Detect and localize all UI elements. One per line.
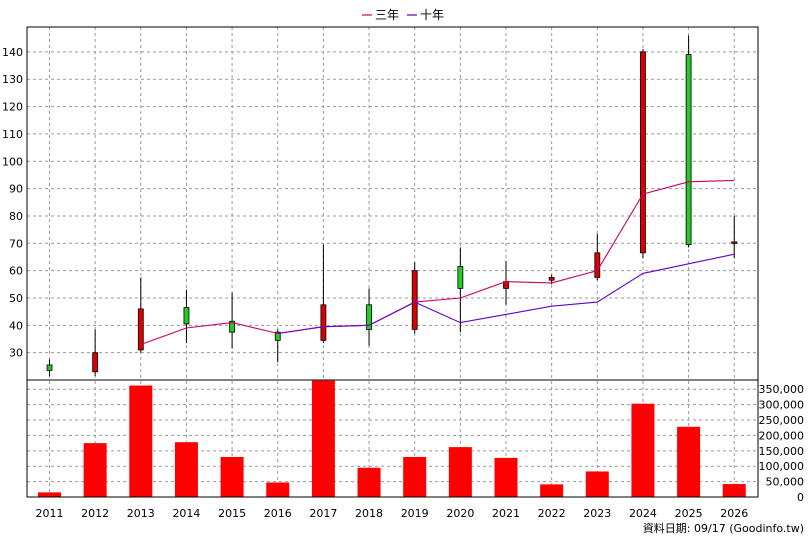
volume-axis-ticks: 0 50,000 100,000 150,000 200,000 250,000 300,0… xyxy=(759,383,805,504)
x-tick-label: 2014 xyxy=(172,507,200,520)
volume-bar xyxy=(129,385,153,497)
price-tick-label: 130 xyxy=(2,73,23,86)
price-tick-label: 60 xyxy=(9,265,23,278)
candle-body xyxy=(183,307,190,325)
plot-frame xyxy=(26,26,759,498)
candle-bodies xyxy=(46,51,738,373)
x-tick-label: 2023 xyxy=(583,507,611,520)
price-tick-label: 110 xyxy=(2,128,23,141)
x-tick-label: 2020 xyxy=(446,507,474,520)
volume-bar xyxy=(403,456,427,497)
moving-average-lines xyxy=(140,179,735,346)
price-tick-label: 80 xyxy=(9,210,23,223)
volume-bar xyxy=(266,482,290,497)
candle-body xyxy=(137,308,144,351)
volume-bar xyxy=(38,492,61,497)
x-tick-label: 2025 xyxy=(675,507,703,520)
x-tick-label: 2016 xyxy=(264,507,292,520)
volume-tick-label: 350,000 xyxy=(759,383,805,396)
price-tick-label: 30 xyxy=(9,347,23,360)
x-tick-label: 2018 xyxy=(355,507,383,520)
candle-body xyxy=(640,51,646,254)
x-tick-label: 2026 xyxy=(720,507,748,520)
volume-bar xyxy=(677,426,701,497)
volume-bar xyxy=(585,471,609,497)
candle-body xyxy=(411,270,418,330)
x-tick-label: 2024 xyxy=(629,507,657,520)
volume-bars xyxy=(38,380,746,497)
volume-tick-label: 50,000 xyxy=(766,476,805,489)
candle-wicks xyxy=(49,35,735,376)
candle-body xyxy=(366,304,372,330)
volume-bar xyxy=(357,467,381,497)
x-tick-label: 2015 xyxy=(218,507,246,520)
candle-body xyxy=(274,331,281,341)
x-axis-ticks: 2011 2012 2013 2014 2015 2016 2017 2018 2019 2020… xyxy=(36,507,749,520)
volume-bar xyxy=(631,403,655,497)
candle-body xyxy=(457,266,464,289)
candle-body xyxy=(731,241,738,244)
x-tick-label: 2019 xyxy=(401,507,429,520)
price-axis-ticks: 30 40 50 60 70 80 90 100 110 120 130 140 xyxy=(2,46,23,360)
volume-bar xyxy=(220,456,244,497)
ma-line xyxy=(140,179,735,346)
volume-bar xyxy=(448,447,472,497)
plot-border xyxy=(26,26,759,498)
volume-tick-label: 0 xyxy=(797,491,804,504)
footer-data-date: 資料日期: 09/17 (Goodinfo.tw) xyxy=(643,521,804,535)
x-tick-label: 2017 xyxy=(309,507,337,520)
volume-tick-label: 200,000 xyxy=(759,429,805,442)
legend-label-10y: 十年 xyxy=(420,8,444,22)
candle-body xyxy=(320,304,327,341)
candle-body xyxy=(46,364,53,371)
x-tick-label: 2021 xyxy=(492,507,520,520)
price-tick-label: 90 xyxy=(9,183,23,196)
legend-label-3y: 三年 xyxy=(375,8,399,22)
volume-tick-label: 250,000 xyxy=(759,414,805,427)
candle-body xyxy=(92,352,99,373)
x-tick-label: 2013 xyxy=(127,507,155,520)
price-tick-label: 70 xyxy=(9,237,23,250)
volume-tick-label: 100,000 xyxy=(759,460,805,473)
x-tick-label: 2011 xyxy=(36,507,64,520)
price-tick-label: 100 xyxy=(2,155,23,168)
price-tick-label: 40 xyxy=(9,319,23,332)
candle-body xyxy=(685,54,692,246)
x-tick-label: 2022 xyxy=(538,507,566,520)
x-tick-label: 2012 xyxy=(81,507,109,520)
price-tick-label: 140 xyxy=(2,46,23,59)
volume-tick-label: 150,000 xyxy=(759,445,805,458)
volume-tick-label: 300,000 xyxy=(759,399,805,412)
legend: 三年 十年 xyxy=(362,8,444,22)
price-tick-label: 120 xyxy=(2,101,23,114)
price-tick-label: 50 xyxy=(9,292,23,305)
candle-body xyxy=(548,277,555,281)
volume-bar xyxy=(540,484,564,497)
volume-bar xyxy=(83,443,107,497)
candle-body xyxy=(594,252,601,278)
volume-bar xyxy=(494,457,518,497)
ma-line xyxy=(277,253,735,335)
candle-body xyxy=(229,320,236,333)
volume-bar xyxy=(722,484,746,497)
volume-bar xyxy=(311,380,335,497)
volume-bar xyxy=(174,442,198,497)
